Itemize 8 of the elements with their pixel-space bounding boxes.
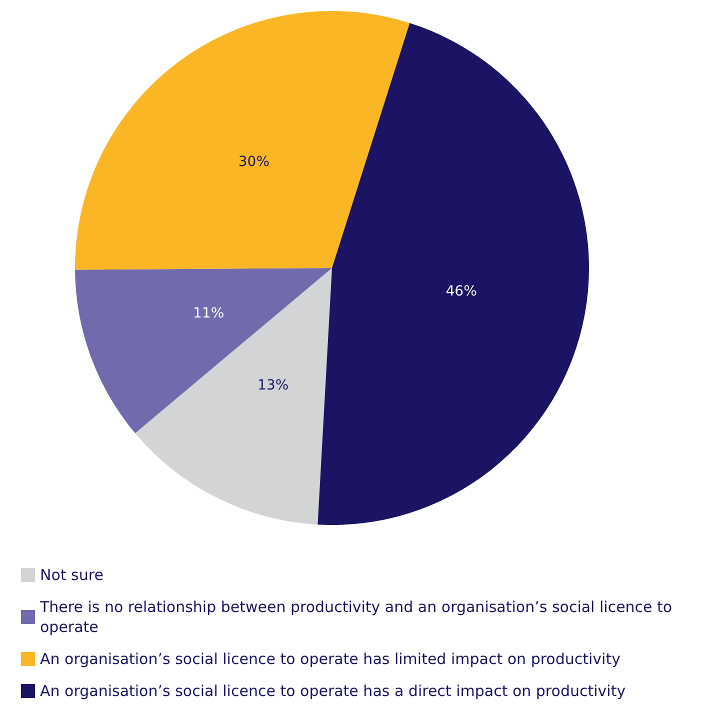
legend-label: An organisation’s social licence to operate has a direct impact on productivity <box>40 682 626 700</box>
legend-label: An organisation’s social licence to operate has limited impact on productivity <box>40 650 621 668</box>
legend-label: There is no relationship between productivity and an organisation’s social licence to operate <box>39 598 677 636</box>
data-label: 13% <box>258 378 289 394</box>
data-label: 11% <box>193 305 224 322</box>
legend-label: Not sure <box>40 566 104 584</box>
data-label: 46% <box>446 284 477 300</box>
data-label: 30% <box>238 154 270 170</box>
